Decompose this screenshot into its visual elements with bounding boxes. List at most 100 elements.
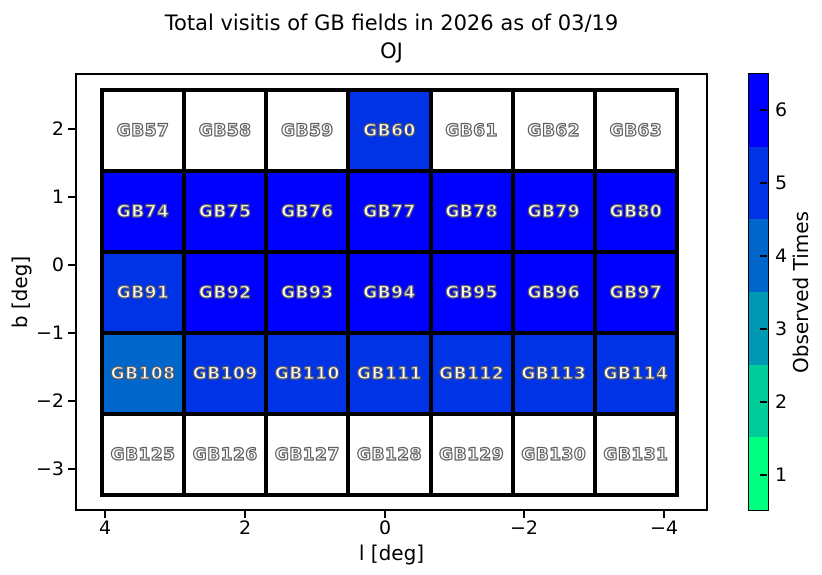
field-label: GB60 — [363, 120, 416, 141]
colorbar-tick-mark — [760, 327, 767, 330]
colorbar-tick-label: 2 — [775, 390, 788, 413]
field-cell-GB112: GB112 — [432, 335, 511, 412]
x-tick-mark — [104, 511, 106, 518]
field-cell-GB128: GB128 — [350, 416, 429, 493]
x-tick-mark — [244, 511, 246, 518]
field-label: GB109 — [192, 363, 258, 384]
field-label: GB74 — [116, 201, 170, 222]
colorbar — [748, 73, 769, 511]
colorbar-segment — [749, 437, 768, 511]
colorbar-tick-mark — [760, 254, 767, 257]
field-cell-GB94: GB94 — [350, 254, 429, 331]
field-label: GB95 — [445, 282, 498, 303]
field-label: GB92 — [198, 282, 252, 303]
field-cell-GB129: GB129 — [432, 416, 511, 493]
field-label: GB63 — [609, 120, 663, 141]
colorbar-tick-mark — [760, 400, 767, 403]
field-label: GB96 — [527, 282, 581, 303]
field-grid: GB57 GB58 GB59 GB60 GB61 GB62 GB63 GB74 GB75 GB76… — [100, 88, 679, 497]
colorbar-segment — [749, 146, 768, 220]
field-cell-GB110: GB110 — [268, 335, 347, 412]
field-label: GB113 — [521, 363, 587, 384]
field-cell-GB109: GB109 — [186, 335, 265, 412]
x-tick-label: −2 — [509, 517, 539, 539]
y-tick-label: −3 — [35, 458, 64, 480]
field-label: GB76 — [280, 201, 334, 222]
colorbar-segment — [749, 292, 768, 365]
x-tick-label: 4 — [98, 517, 112, 539]
colorbar-segment — [749, 74, 768, 147]
y-tick-label: −1 — [35, 322, 64, 344]
x-tick-mark — [384, 511, 386, 518]
y-tick-mark — [68, 264, 75, 266]
field-label: GB93 — [280, 282, 334, 303]
x-axis-label: l [deg] — [358, 541, 425, 565]
field-cell-GB57: GB57 — [104, 92, 183, 169]
field-cell-GB76: GB76 — [268, 173, 347, 250]
field-label: GB114 — [603, 363, 669, 384]
field-label: GB111 — [356, 363, 422, 384]
field-cell-GB63: GB63 — [596, 92, 675, 169]
y-tick-label: 0 — [51, 254, 64, 276]
colorbar-tick-label: 6 — [775, 98, 788, 121]
y-tick-mark — [68, 468, 75, 470]
y-tick-mark — [68, 196, 75, 198]
field-label: GB125 — [110, 444, 176, 465]
colorbar-label: Observed Times — [789, 211, 813, 373]
field-cell-GB96: GB96 — [514, 254, 593, 331]
field-cell-GB91: GB91 — [104, 254, 183, 331]
x-tick-label: −4 — [649, 517, 679, 539]
field-cell-GB114: GB114 — [596, 335, 675, 412]
field-label: GB112 — [439, 363, 505, 384]
field-label: GB94 — [363, 282, 416, 303]
field-cell-GB77: GB77 — [350, 173, 429, 250]
field-label: GB127 — [274, 444, 340, 465]
field-label: GB126 — [192, 444, 258, 465]
field-label: GB80 — [609, 201, 663, 222]
x-tick-mark — [523, 511, 525, 518]
field-label: GB128 — [356, 444, 422, 465]
colorbar-tick-mark — [760, 473, 767, 476]
field-label: GB129 — [439, 444, 505, 465]
colorbar-tick-label: 5 — [775, 171, 788, 194]
field-cell-GB130: GB130 — [514, 416, 593, 493]
colorbar-segment — [749, 364, 768, 438]
y-tick-mark — [68, 332, 75, 334]
field-cell-GB111: GB111 — [350, 335, 429, 412]
field-label: GB130 — [521, 444, 587, 465]
colorbar-tick-mark — [760, 108, 767, 111]
field-cell-GB95: GB95 — [432, 254, 511, 331]
y-tick-label: 2 — [51, 118, 64, 140]
field-label: GB91 — [116, 282, 170, 303]
field-label: GB58 — [198, 120, 252, 141]
field-cell-GB79: GB79 — [514, 173, 593, 250]
field-cell-GB80: GB80 — [596, 173, 675, 250]
field-cell-GB108: GB108 — [104, 335, 183, 412]
field-label: GB78 — [445, 201, 498, 222]
field-cell-GB127: GB127 — [268, 416, 347, 493]
field-cell-GB62: GB62 — [514, 92, 593, 169]
field-cell-GB78: GB78 — [432, 173, 511, 250]
y-tick-mark — [68, 128, 75, 130]
field-cell-GB131: GB131 — [596, 416, 675, 493]
x-tick-label: 2 — [238, 517, 252, 539]
colorbar-segment — [749, 219, 768, 293]
field-label: GB108 — [110, 363, 176, 384]
field-cell-GB75: GB75 — [186, 173, 265, 250]
field-label: GB131 — [603, 444, 669, 465]
field-cell-GB92: GB92 — [186, 254, 265, 331]
field-cell-GB113: GB113 — [514, 335, 593, 412]
field-cell-GB74: GB74 — [104, 173, 183, 250]
field-cell-GB61: GB61 — [432, 92, 511, 169]
field-cell-GB58: GB58 — [186, 92, 265, 169]
field-label: GB79 — [527, 201, 581, 222]
y-tick-label: −2 — [35, 390, 64, 412]
colorbar-tick-label: 3 — [775, 317, 788, 340]
field-label: GB57 — [116, 120, 170, 141]
field-label: GB61 — [445, 120, 498, 141]
x-tick-mark — [663, 511, 665, 518]
colorbar-tick-label: 1 — [775, 463, 788, 486]
field-cell-GB93: GB93 — [268, 254, 347, 331]
y-tick-mark — [68, 400, 75, 402]
